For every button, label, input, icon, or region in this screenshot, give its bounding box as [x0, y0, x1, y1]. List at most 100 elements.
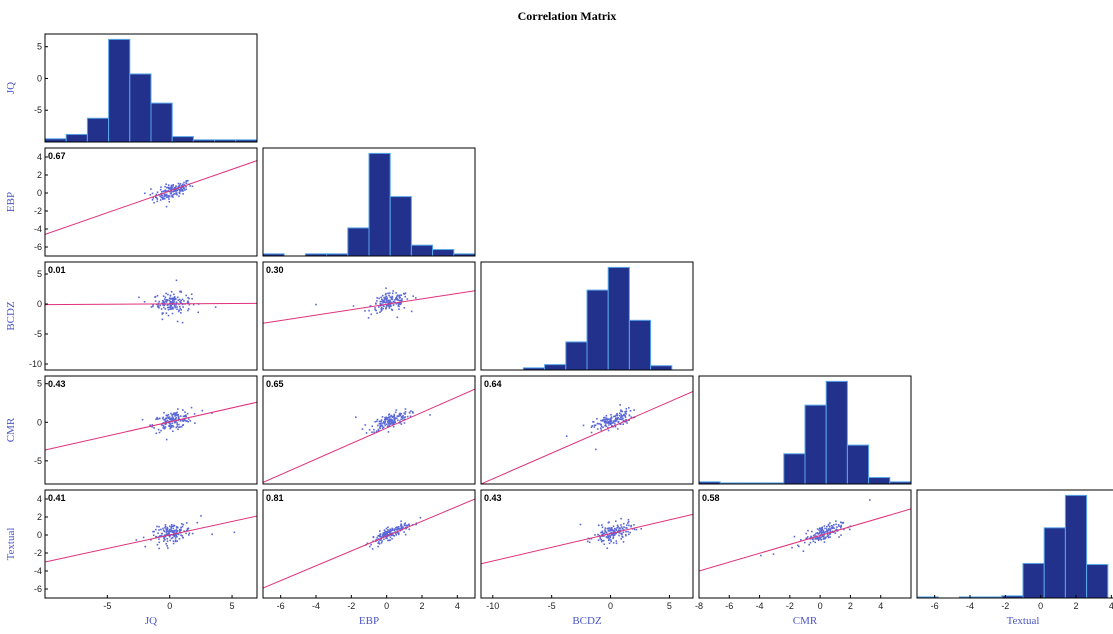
- scatter-point: [385, 295, 388, 298]
- scatter-point: [622, 423, 624, 425]
- scatter-point: [839, 521, 842, 524]
- scatter-point: [158, 306, 160, 309]
- scatter-point: [387, 431, 390, 433]
- scatter-point: [615, 419, 618, 422]
- scatter-point: [167, 186, 170, 189]
- scatter-point: [165, 414, 168, 417]
- scatter-point: [625, 530, 627, 533]
- scatter-point: [388, 307, 391, 309]
- histogram-bar: [650, 365, 673, 370]
- scatter-point: [814, 538, 817, 540]
- scatter-point: [171, 415, 174, 418]
- scatter-point: [393, 417, 396, 420]
- scatter-point: [616, 412, 618, 415]
- scatter-point: [382, 304, 384, 307]
- scatter-point: [187, 527, 190, 530]
- scatter-point: [172, 542, 175, 545]
- scatter-point: [397, 299, 400, 301]
- scatter-point: [820, 536, 822, 538]
- scatter-point: [380, 536, 383, 539]
- scatter-point: [176, 189, 179, 192]
- correlation-label: 0.01: [48, 265, 66, 275]
- scatter-point: [829, 522, 831, 524]
- scatter-point: [620, 532, 622, 535]
- histogram-bar: [389, 196, 412, 256]
- scatter-point: [387, 302, 390, 304]
- scatter-point: [177, 533, 180, 535]
- scatter-point: [383, 420, 385, 423]
- scatter-point: [629, 531, 631, 534]
- scatter-point: [389, 304, 392, 307]
- scatter-point: [159, 188, 162, 191]
- scatter-point: [398, 294, 401, 297]
- histogram-bar: [65, 133, 88, 142]
- scatter-point: [173, 190, 175, 193]
- scatter-point: [608, 424, 610, 426]
- scatter-point: [605, 531, 608, 534]
- scatter-point: [395, 302, 398, 305]
- scatter-point: [393, 529, 396, 532]
- scatter-point: [188, 303, 191, 306]
- y-tick-label: -4: [34, 566, 42, 576]
- scatter-point: [618, 527, 620, 529]
- scatter-point: [178, 426, 180, 428]
- scatter-point: [165, 183, 167, 186]
- scatter-point: [157, 302, 160, 305]
- scatter-point: [174, 412, 176, 414]
- scatter-point: [609, 421, 611, 423]
- scatter-point: [824, 527, 826, 530]
- scatter-point: [598, 534, 601, 537]
- correlation-label: 0.43: [484, 493, 502, 503]
- scatter-point: [180, 309, 183, 311]
- scatter-point: [160, 186, 162, 188]
- scatter-point: [385, 533, 387, 536]
- scatter-point: [625, 419, 627, 421]
- scatter-point: [395, 534, 398, 536]
- panel-bcdz-bcdz: [480, 261, 694, 371]
- scatter-point: [190, 293, 193, 296]
- x-tick-label: -6: [725, 601, 733, 611]
- scatter-point: [823, 532, 826, 534]
- x-tick-label: -4: [966, 601, 974, 611]
- scatter-point: [172, 302, 174, 304]
- scatter-point: [607, 536, 610, 539]
- scatter-point: [602, 419, 604, 421]
- scatter-point: [179, 530, 181, 533]
- scatter-point: [169, 539, 171, 542]
- scatter-point: [180, 291, 183, 293]
- histogram-bar: [1043, 527, 1066, 598]
- scatter-point: [167, 293, 169, 296]
- scatter-point: [602, 535, 605, 537]
- scatter-point: [155, 197, 158, 199]
- scatter-point: [163, 537, 166, 539]
- scatter-point: [620, 409, 622, 411]
- scatter-point: [170, 537, 173, 540]
- scatter-point: [214, 306, 217, 308]
- scatter-point: [616, 418, 619, 421]
- scatter-point: [387, 416, 390, 419]
- scatter-point: [391, 537, 393, 540]
- scatter-point: [142, 536, 145, 539]
- panel-frame: [480, 489, 694, 599]
- scatter-point: [622, 531, 625, 534]
- scatter-point: [818, 527, 821, 530]
- scatter-point: [390, 529, 392, 532]
- scatter-point: [165, 421, 168, 423]
- row-label-ebp: EBP: [5, 192, 17, 212]
- scatter-point: [614, 415, 617, 418]
- x-tick-label: 5: [667, 601, 672, 611]
- scatter-point: [605, 530, 607, 533]
- scatter-point: [383, 305, 385, 308]
- scatter-point: [390, 421, 393, 424]
- scatter-point: [387, 531, 390, 533]
- scatter-point: [163, 306, 165, 309]
- scatter-point: [166, 526, 169, 529]
- scatter-point: [174, 187, 177, 190]
- scatter-point: [185, 522, 188, 524]
- scatter-point: [609, 419, 611, 422]
- scatter-point: [385, 530, 388, 533]
- scatter-point: [168, 421, 170, 424]
- scatter-point: [635, 528, 638, 531]
- scatter-point: [184, 415, 186, 418]
- scatter-point: [155, 418, 157, 421]
